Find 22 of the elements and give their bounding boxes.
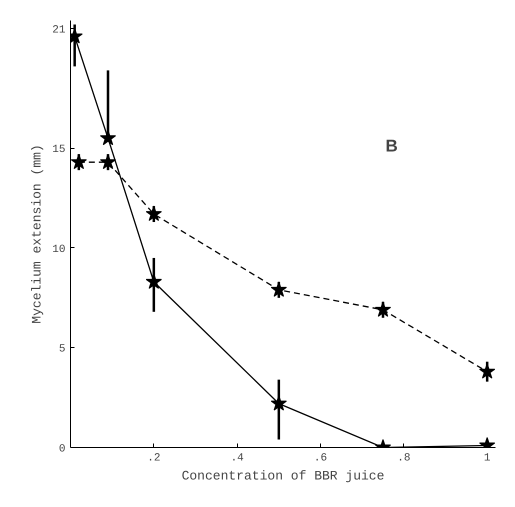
point <box>146 273 162 289</box>
x-tick-label: .6 <box>314 452 328 464</box>
y-tick-label: 15 <box>52 144 66 156</box>
x-tick-label: .8 <box>397 452 410 464</box>
point <box>70 154 87 170</box>
point <box>100 154 116 170</box>
y-axis-title: Mycelium extension (mm) <box>29 144 44 324</box>
y-tick-label: 0 <box>58 444 66 456</box>
y-tick-label: 10 <box>52 244 66 256</box>
x-tick-label: .4 <box>230 452 244 464</box>
y-tick-label: 21 <box>52 24 66 36</box>
point <box>146 206 162 222</box>
annotation: B <box>386 136 398 156</box>
point <box>374 301 392 317</box>
x-tick-label: .2 <box>147 452 160 464</box>
point <box>479 363 496 379</box>
y-tick-label: 5 <box>58 344 66 356</box>
x-axis-title: Concentration of BBR juice <box>182 468 384 484</box>
point <box>270 395 287 411</box>
point <box>270 281 287 297</box>
point <box>100 130 116 146</box>
x-tick-label: 1 <box>484 452 491 464</box>
